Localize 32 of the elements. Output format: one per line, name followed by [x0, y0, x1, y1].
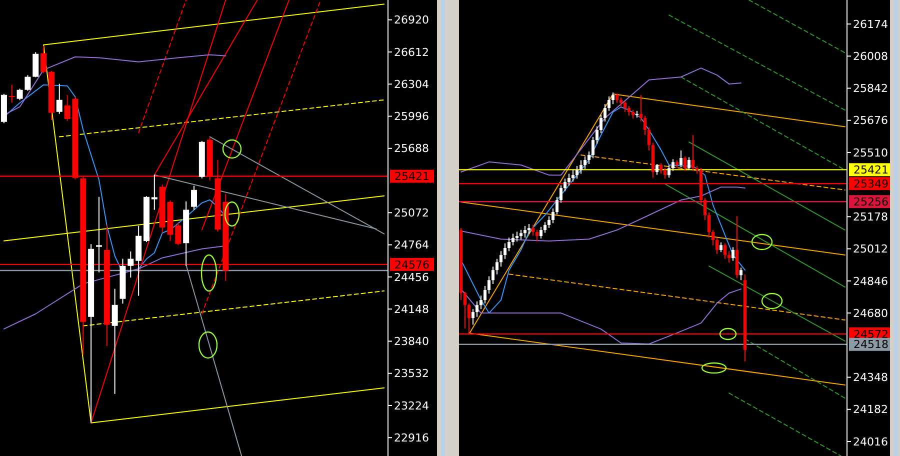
ref-line-label: 24576 [394, 258, 430, 272]
y-tick-label: 23840 [394, 335, 429, 348]
y-tick-label: 24148 [394, 302, 429, 316]
y-tick-label: 25688 [394, 142, 429, 156]
y-tick-label: 25510 [853, 146, 888, 160]
y-tick-label: 25842 [853, 82, 888, 96]
y-tick-label: 25012 [853, 242, 888, 256]
y-tick-label: 24016 [853, 435, 888, 448]
y-tick-label: 26008 [853, 50, 888, 63]
ref-line-label: 24572 [854, 328, 888, 341]
ref-line-label: 25256 [854, 195, 888, 208]
y-tick-label: 26612 [394, 46, 429, 59]
y-tick-label: 25996 [394, 110, 429, 124]
y-tick-label: 25178 [853, 210, 888, 224]
y-tick-label: 23224 [394, 399, 429, 412]
ref-line-label: 25421 [394, 170, 430, 184]
y-tick-label: 24680 [853, 306, 888, 320]
y-tick-label: 23532 [394, 367, 429, 380]
y-tick-label: 24764 [394, 238, 429, 252]
y-tick-label: 25072 [394, 206, 429, 220]
y-tick-label: 24456 [394, 270, 429, 284]
y-tick-label: 22916 [394, 431, 429, 444]
y-tick-label: 26174 [853, 18, 888, 31]
y-tick-label: 26920 [394, 14, 429, 27]
y-tick-label: 25676 [853, 114, 888, 128]
y-tick-label: 24348 [853, 371, 888, 384]
y-tick-label: 24182 [853, 403, 888, 416]
y-tick-label: 24846 [853, 274, 888, 288]
ref-line-label: 25421 [854, 164, 888, 177]
ref-line-label: 24518 [854, 338, 888, 352]
ref-line-label: 25349 [854, 177, 888, 190]
y-tick-label: 26304 [394, 78, 429, 91]
